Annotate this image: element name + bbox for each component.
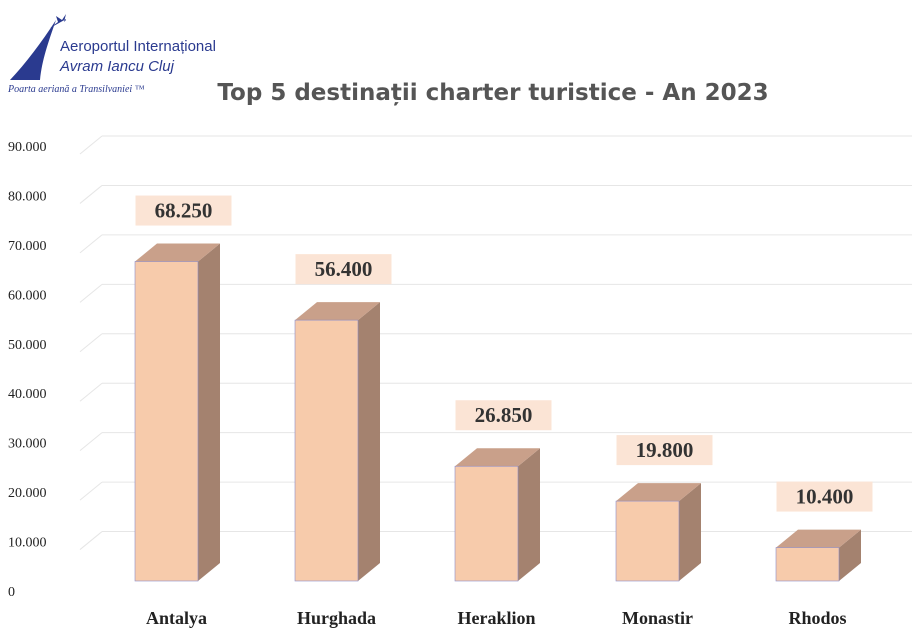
gridline-depth: [79, 531, 103, 550]
data-label: 26.850: [475, 403, 533, 427]
chart-title: Top 5 destinații charter turistice - An …: [217, 80, 769, 106]
bar-side: [518, 448, 540, 581]
gridline-depth: [79, 283, 103, 303]
y-tick-label: 60.000: [8, 288, 47, 303]
x-tick-label: Antalya: [146, 608, 207, 628]
y-tick-label: 0: [8, 585, 15, 600]
gridline-depth: [79, 382, 103, 402]
bar: [454, 465, 519, 582]
x-tick-label: Monastir: [622, 608, 693, 628]
y-tick-label: 70.000: [8, 239, 47, 254]
data-label-box: [455, 400, 552, 431]
bar-top: [295, 302, 380, 321]
bar: [775, 547, 840, 582]
data-label: 10.400: [796, 485, 854, 509]
logo-tagline: Poarta aeriană a Transilvaniei ™: [8, 84, 145, 95]
bar: [294, 319, 359, 582]
bar-top: [135, 243, 220, 262]
gridline-depth: [79, 234, 103, 254]
y-tick-label: 20.000: [8, 486, 47, 501]
bar: [134, 261, 199, 582]
data-label: 68.250: [155, 199, 213, 223]
y-tick-label: 40.000: [8, 387, 47, 402]
bar-side: [679, 483, 701, 581]
bar-side: [839, 529, 861, 581]
airport-logo: Aeroportul Internațional Avram Iancu Clu…: [6, 8, 236, 103]
bar-side: [358, 302, 380, 581]
data-label-box: [776, 481, 873, 512]
airplane-logo-icon: [10, 14, 66, 80]
bar-top: [616, 483, 701, 502]
bar-top: [776, 529, 861, 548]
gridline-depth: [79, 185, 103, 204]
y-tick-label: 80.000: [8, 189, 47, 204]
data-label-box: [616, 435, 713, 466]
bar-top: [455, 448, 540, 467]
gridline-depth: [79, 432, 103, 452]
logo-name-line2: Avram Iancu Cluj: [60, 58, 174, 75]
bar-side: [198, 243, 220, 581]
y-tick-label: 90.000: [8, 140, 47, 155]
gridline-depth: [79, 333, 103, 353]
x-tick-label: Rhodos: [788, 608, 846, 628]
data-label-box: [295, 254, 392, 285]
bar: [615, 500, 680, 582]
y-tick-label: 50.000: [8, 338, 47, 353]
gridline-depth: [79, 481, 103, 501]
gridline-depth: [79, 135, 103, 155]
data-label-box: [135, 195, 232, 226]
x-tick-label: Heraklion: [457, 608, 535, 628]
data-label: 56.400: [315, 257, 373, 281]
x-tick-label: Hurghada: [297, 608, 376, 628]
y-tick-label: 10.000: [8, 536, 47, 551]
data-label: 19.800: [636, 438, 694, 462]
logo-name-line1: Aeroportul Internațional: [60, 38, 216, 55]
y-tick-label: 30.000: [8, 437, 47, 452]
